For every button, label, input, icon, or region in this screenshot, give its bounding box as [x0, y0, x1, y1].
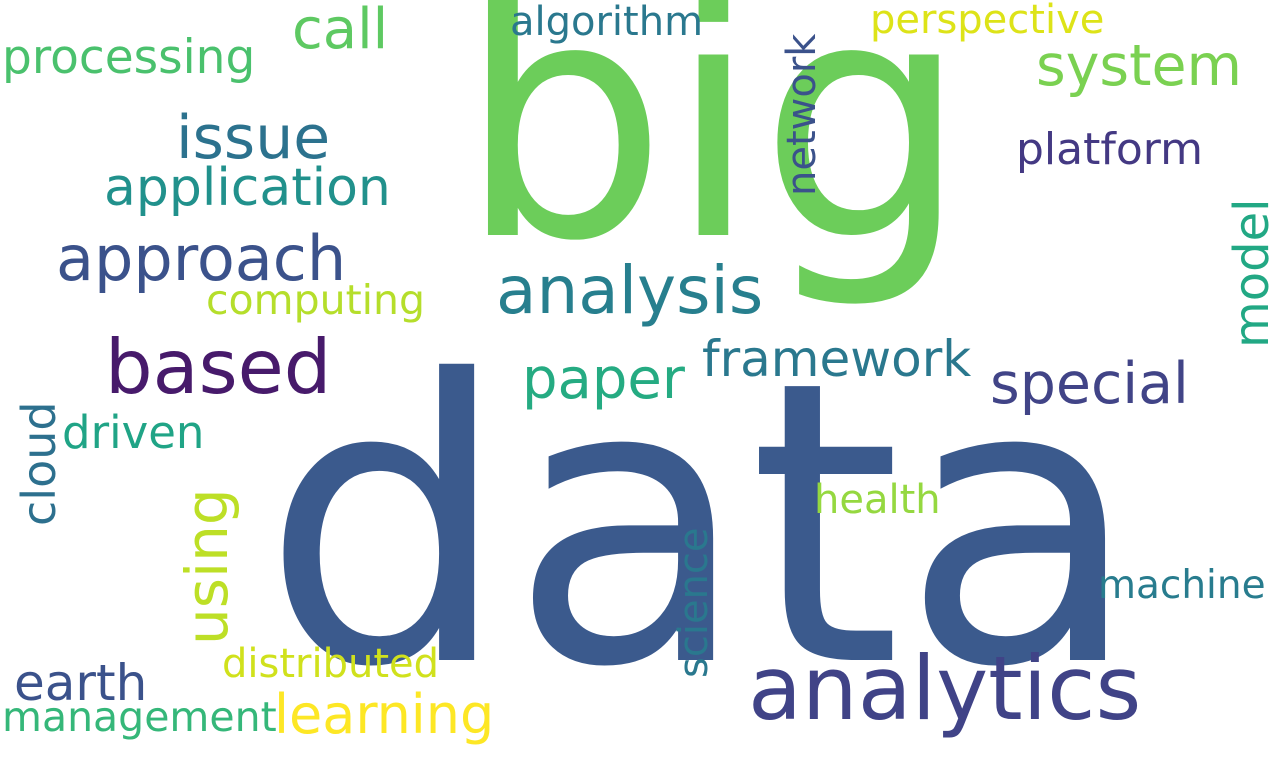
- word-algorithm: algorithm: [510, 0, 704, 45]
- word-perspective: perspective: [870, 0, 1105, 43]
- word-computing: computing: [206, 276, 426, 324]
- word-big: big: [458, 0, 969, 313]
- word-paper: paper: [522, 347, 685, 412]
- word-platform: platform: [1016, 124, 1203, 175]
- word-distributed: distributed: [222, 641, 440, 687]
- word-health: health: [814, 477, 941, 523]
- word-science: science: [671, 527, 717, 678]
- word-analytics: analytics: [748, 637, 1142, 740]
- word-driven: driven: [62, 406, 205, 459]
- word-data: data: [262, 298, 1141, 752]
- word-earth: earth: [14, 654, 148, 712]
- word-machine: machine: [1098, 563, 1266, 608]
- word-analysis: analysis: [496, 252, 764, 329]
- word-framework: framework: [702, 330, 972, 388]
- word-network: network: [779, 33, 825, 196]
- word-call: call: [292, 0, 389, 62]
- word-management: management: [2, 693, 277, 741]
- word-application: application: [104, 158, 391, 218]
- word-based: based: [105, 323, 332, 411]
- word-special: special: [990, 351, 1189, 417]
- word-issue: issue: [176, 103, 331, 173]
- word-model: model: [1224, 198, 1280, 348]
- word-processing: processing: [2, 30, 256, 85]
- word-system: system: [1036, 33, 1243, 99]
- word-cloud: cloud: [12, 401, 66, 526]
- word-using: using: [173, 488, 241, 645]
- word-approach: approach: [56, 222, 347, 295]
- word-learning: learning: [274, 683, 495, 746]
